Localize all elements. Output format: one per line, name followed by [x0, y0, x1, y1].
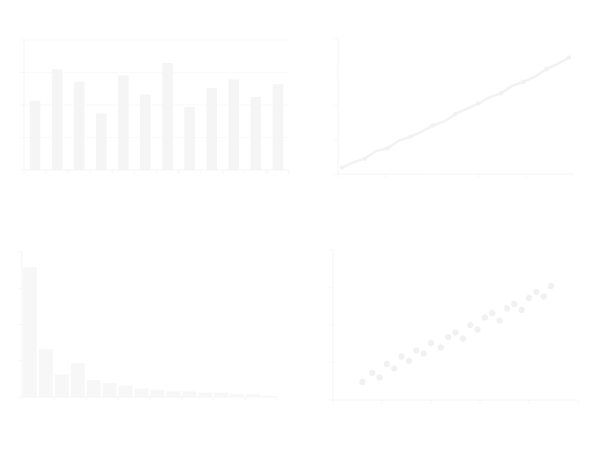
subplot-top-left — [20, 39, 290, 174]
subplot-top-right-point — [339, 165, 345, 170]
subplot-bottom-left-bar — [182, 391, 197, 397]
subplot-top-left-bar — [118, 75, 129, 170]
subplot-bottom-left-bar — [166, 391, 181, 397]
subplot-bottom-left-bar — [86, 380, 101, 397]
subplot-bottom-right-point — [398, 353, 405, 360]
subplot-bottom-right-point — [467, 321, 474, 329]
subplot-bottom-right-point — [427, 339, 435, 347]
subplot-top-right-point — [544, 66, 549, 72]
subplot-bottom-left-bar — [262, 395, 276, 397]
subplot-bottom-right-point — [459, 335, 467, 342]
subplot-bottom-right-point — [511, 300, 518, 308]
subplot-bottom-left-bar — [134, 388, 149, 397]
subplot-bottom-right-point — [525, 294, 533, 302]
subplot-bottom-right-point — [481, 314, 489, 321]
subplot-top-right-point — [453, 111, 458, 117]
subplot-bottom-right-point — [489, 309, 496, 317]
subplot-top-right-point — [566, 55, 572, 60]
subplot-top-left-bar — [228, 79, 240, 170]
subplot-bottom-left-bar — [198, 392, 213, 397]
subplot-top-left-bar — [51, 69, 63, 170]
subplot-bottom-right-point — [383, 360, 391, 368]
subplot-bottom-left-bar — [38, 349, 53, 397]
subplot-top-right-point — [430, 123, 435, 128]
subplot-bottom-right-point — [437, 344, 444, 351]
subplot-top-left-bar — [206, 88, 218, 170]
subplot-top-left-bar — [29, 100, 41, 170]
subplot-top-left-bar — [162, 62, 173, 170]
subplot-top-right-point — [362, 156, 367, 161]
subplot-top-left-bar — [184, 107, 195, 170]
subplot-top-right — [334, 37, 574, 178]
subplot-bottom-right-point — [533, 288, 540, 296]
subplot-bottom-left-bar — [150, 389, 165, 397]
subplot-top-right-point — [521, 79, 526, 85]
subplot-top-right-point — [385, 146, 390, 151]
subplot-bottom-right-point — [413, 347, 420, 354]
subplot-bottom-right-point — [496, 317, 503, 324]
subplot-top-left-bar — [140, 94, 151, 170]
subplot-bottom-right-point — [369, 369, 376, 377]
subplot-bottom-left-bar — [70, 363, 85, 397]
subplot-bottom-left — [18, 251, 278, 401]
subplot-bottom-right-point — [540, 293, 547, 300]
subplot-bottom-right-point — [444, 333, 452, 341]
subplot-bottom-right-point — [376, 374, 383, 381]
subplot-bottom-left-bar — [118, 385, 133, 397]
subplot-bottom-left-bar — [214, 392, 229, 397]
subplot-bottom-right-point — [503, 305, 511, 312]
subplot-top-right-point — [407, 134, 413, 140]
subplot-bottom-right-point — [420, 350, 427, 357]
subplot-bottom-right — [329, 249, 579, 404]
subplot-bottom-right-point — [547, 282, 555, 290]
subplot-top-left-bar — [272, 84, 284, 170]
subplot-top-right-point — [476, 101, 481, 106]
subplot-bottom-right-point — [474, 326, 481, 333]
subplot-top-right-point — [498, 91, 504, 96]
subplot-bottom-right-point — [518, 306, 525, 314]
subplot-top-left-bar — [95, 113, 107, 170]
subplot-bottom-right-point — [359, 378, 366, 386]
subplot-top-left-bar — [250, 96, 262, 170]
subplot-bottom-left-bar — [23, 267, 37, 397]
subplot-top-left-bar — [73, 81, 85, 170]
subplot-bottom-left-bar — [102, 382, 117, 397]
subplot-bottom-left-bar — [54, 374, 69, 397]
subplot-bottom-left-bar — [246, 394, 261, 397]
subplot-bottom-right-point — [391, 365, 398, 372]
subplot-bottom-right-point — [405, 357, 413, 365]
subplot-bottom-left-bar — [230, 394, 245, 397]
subplot-bottom-right-point — [452, 329, 459, 336]
